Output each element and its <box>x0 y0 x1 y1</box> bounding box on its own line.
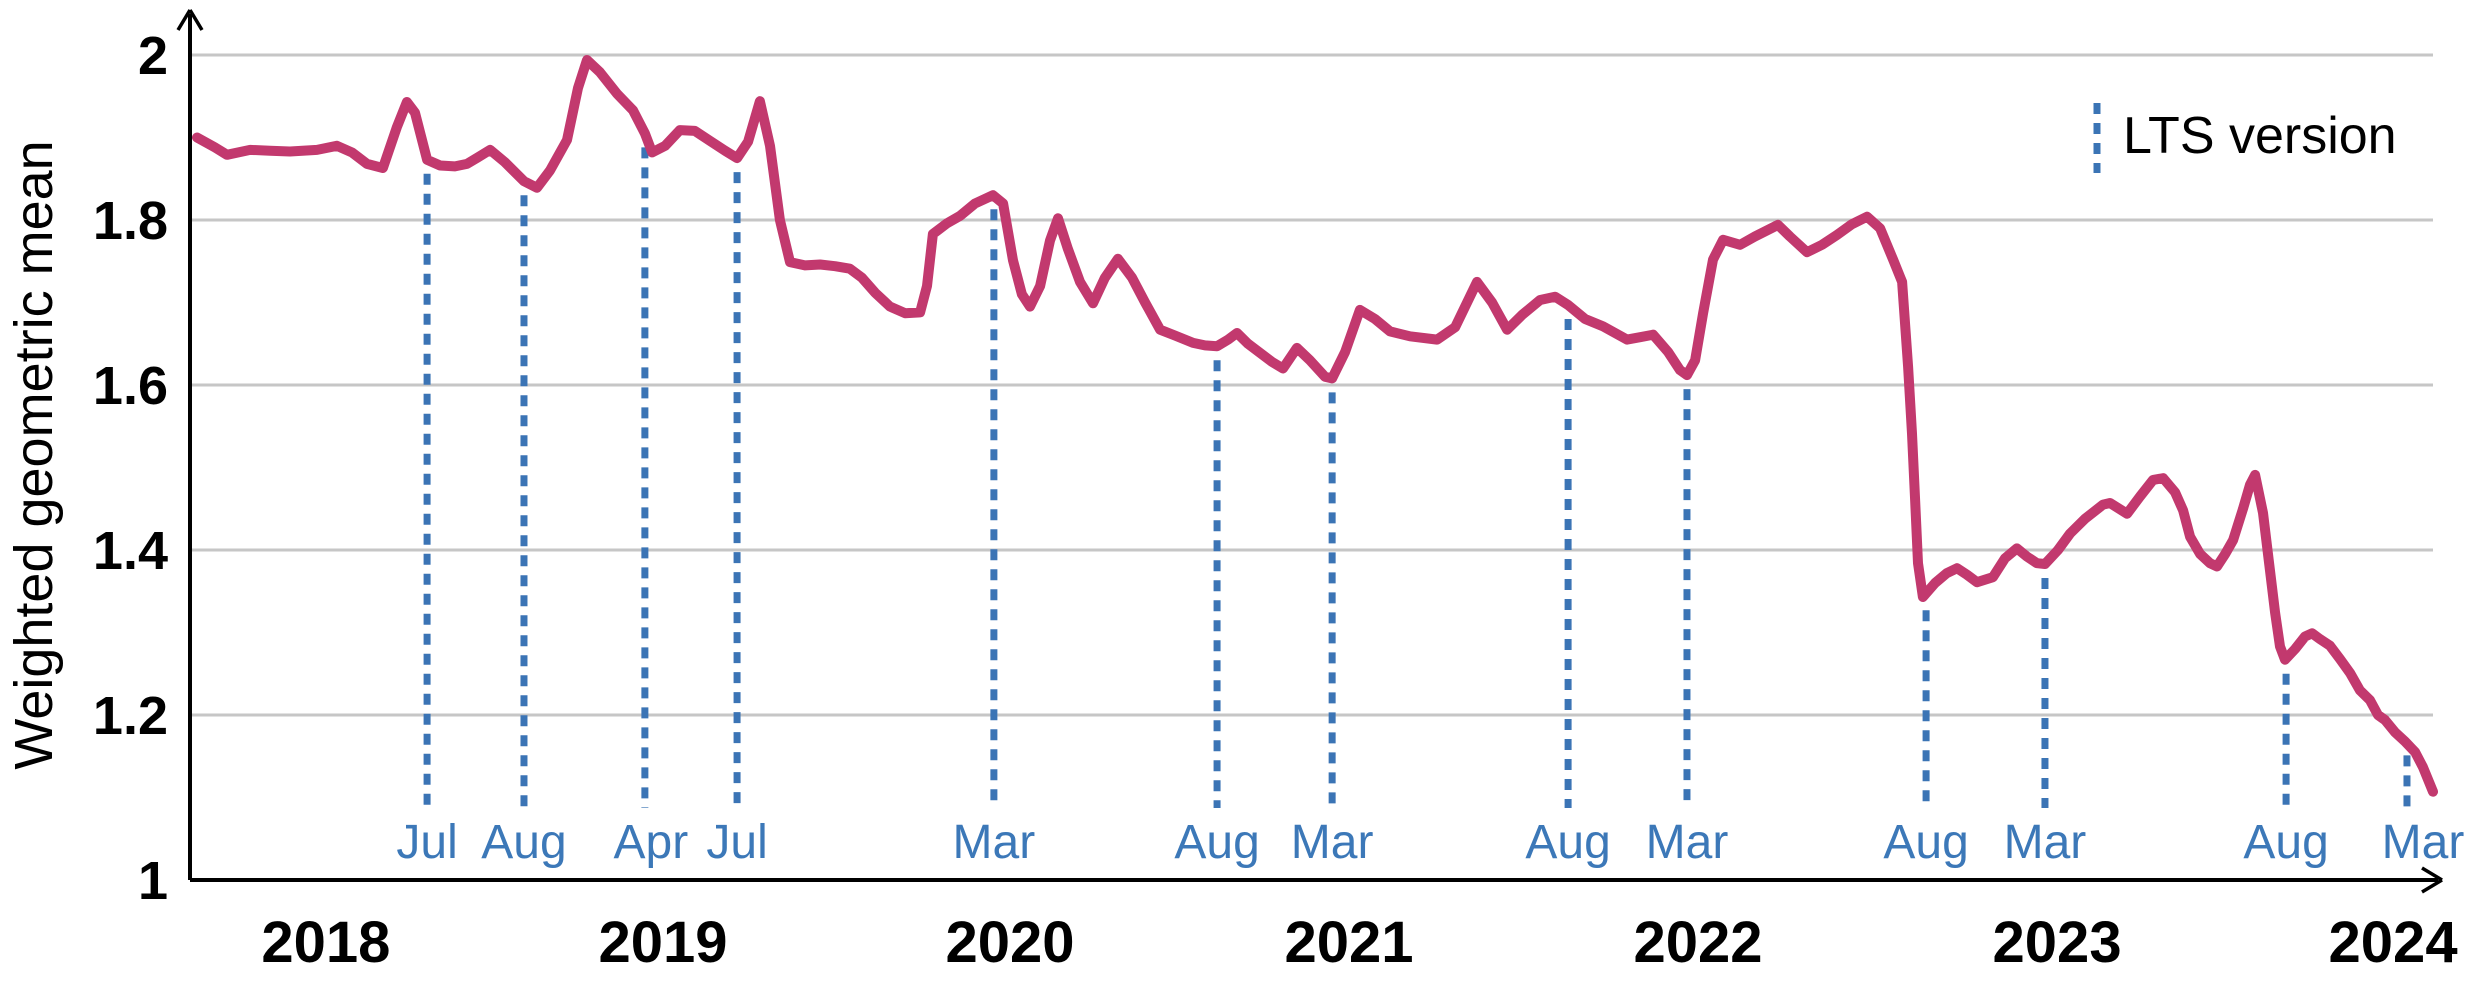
x-year-label: 2018 <box>261 910 390 975</box>
series-line <box>192 55 2438 797</box>
x-year-label: 2024 <box>2329 910 2458 975</box>
lts-month-label: Mar <box>953 816 1036 869</box>
lts-month-label: Mar <box>1291 816 1374 869</box>
y-tick-label: 1.2 <box>93 686 168 746</box>
axis-layer <box>176 9 2443 894</box>
lts-month-label: Aug <box>1883 816 1968 869</box>
x-year-label: 2023 <box>1993 910 2122 975</box>
x-year-label: 2020 <box>946 910 1075 975</box>
lts-month-label: Aug <box>2243 816 2328 869</box>
lts-month-label: Mar <box>2004 816 2087 869</box>
lts-month-label: Aug <box>1525 816 1610 869</box>
y-axis-arrow-icon <box>176 9 204 31</box>
x-axis-arrow-icon <box>2421 866 2443 894</box>
tick-label-layer: 2 1.8 1.6 1.4 1.2 1 2018 2019 2020 2021 2022 2023 20… <box>93 26 2458 975</box>
y-tick-label: 1.6 <box>93 356 168 416</box>
legend: LTS version <box>2093 103 2397 173</box>
lts-month-label: Mar <box>1646 816 1729 869</box>
lts-month-label: Jul <box>396 816 457 869</box>
lts-month-label: Aug <box>481 816 566 869</box>
x-year-label: 2019 <box>599 910 728 975</box>
lts-month-label: Jul <box>706 816 767 869</box>
y-axis-title: Weighted geometric mean <box>4 140 64 769</box>
x-year-label: 2022 <box>1633 910 1762 975</box>
legend-label: LTS version <box>2123 107 2397 165</box>
lts-month-label: Mar <box>2382 816 2465 869</box>
lts-month-label: Apr <box>614 816 689 869</box>
y-tick-label: 1.4 <box>93 521 168 581</box>
y-tick-label: 1.8 <box>93 191 168 251</box>
x-year-label: 2021 <box>1284 910 1413 975</box>
lts-month-label: Aug <box>1174 816 1259 869</box>
y-tick-label: 1 <box>138 851 168 911</box>
lts-marker-layer: Jul Aug Apr Jul Mar Aug Mar Aug Mar Aug Mar Aug Mar <box>396 147 2464 869</box>
series-layer <box>192 55 2438 797</box>
y-tick-label: 2 <box>138 26 168 86</box>
